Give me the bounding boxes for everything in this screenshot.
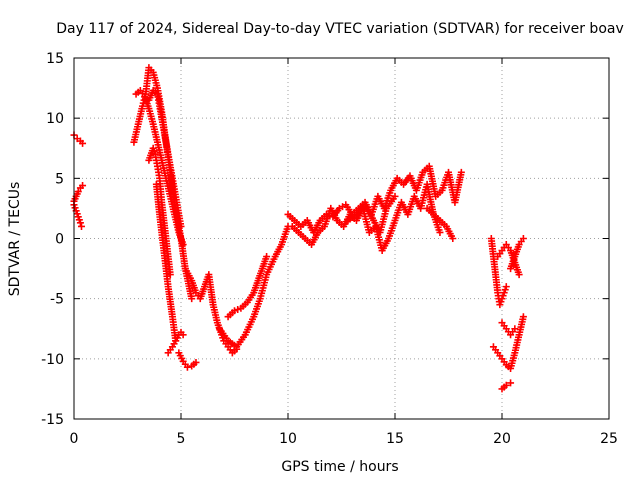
axis-ticks: 0 5 10 15 20 25 -15 -10 -5 0 5 10 15 bbox=[41, 51, 618, 447]
x-tick-label: 25 bbox=[600, 431, 618, 447]
data-point bbox=[391, 192, 399, 200]
data-point bbox=[74, 188, 82, 196]
data-point bbox=[507, 379, 515, 387]
data-point bbox=[457, 168, 465, 176]
y-tick-label: 10 bbox=[46, 111, 64, 127]
y-tick-label: -5 bbox=[50, 292, 64, 308]
chart-title: Day 117 of 2024, Sidereal Day-to-day VTE… bbox=[56, 21, 624, 37]
x-axis-label: GPS time / hours bbox=[281, 459, 398, 475]
y-tick-label: 0 bbox=[55, 232, 64, 248]
data-point bbox=[502, 381, 510, 389]
y-tick-label: 5 bbox=[55, 171, 64, 187]
data-point bbox=[79, 139, 87, 147]
data-point bbox=[179, 241, 187, 249]
data-point bbox=[79, 182, 87, 190]
x-tick-label: 15 bbox=[386, 431, 404, 447]
data-point bbox=[511, 325, 519, 333]
data-point bbox=[177, 222, 185, 230]
y-tick-label: 15 bbox=[46, 51, 64, 67]
data-point bbox=[231, 307, 238, 315]
x-tick-label: 5 bbox=[177, 431, 186, 447]
data-point bbox=[263, 253, 271, 261]
y-tick-label: -15 bbox=[41, 412, 64, 428]
data-point bbox=[502, 283, 510, 291]
x-tick-label: 10 bbox=[279, 431, 297, 447]
y-tick-label: -10 bbox=[41, 352, 64, 368]
data-point bbox=[515, 271, 523, 279]
data-point bbox=[234, 305, 242, 313]
data-point bbox=[436, 228, 444, 236]
data-point bbox=[519, 313, 527, 321]
grid bbox=[74, 58, 609, 419]
data-point bbox=[76, 219, 84, 227]
data-point bbox=[449, 235, 457, 242]
data-point bbox=[188, 295, 196, 303]
data-point bbox=[183, 363, 191, 371]
x-tick-label: 0 bbox=[70, 431, 79, 447]
data-series bbox=[70, 64, 527, 393]
data-point bbox=[179, 331, 187, 339]
data-point bbox=[77, 222, 85, 230]
data-point bbox=[192, 358, 200, 366]
y-axis-label: SDTVAR / TECUs bbox=[7, 182, 23, 297]
data-point bbox=[519, 235, 527, 242]
x-tick-label: 20 bbox=[493, 431, 511, 447]
